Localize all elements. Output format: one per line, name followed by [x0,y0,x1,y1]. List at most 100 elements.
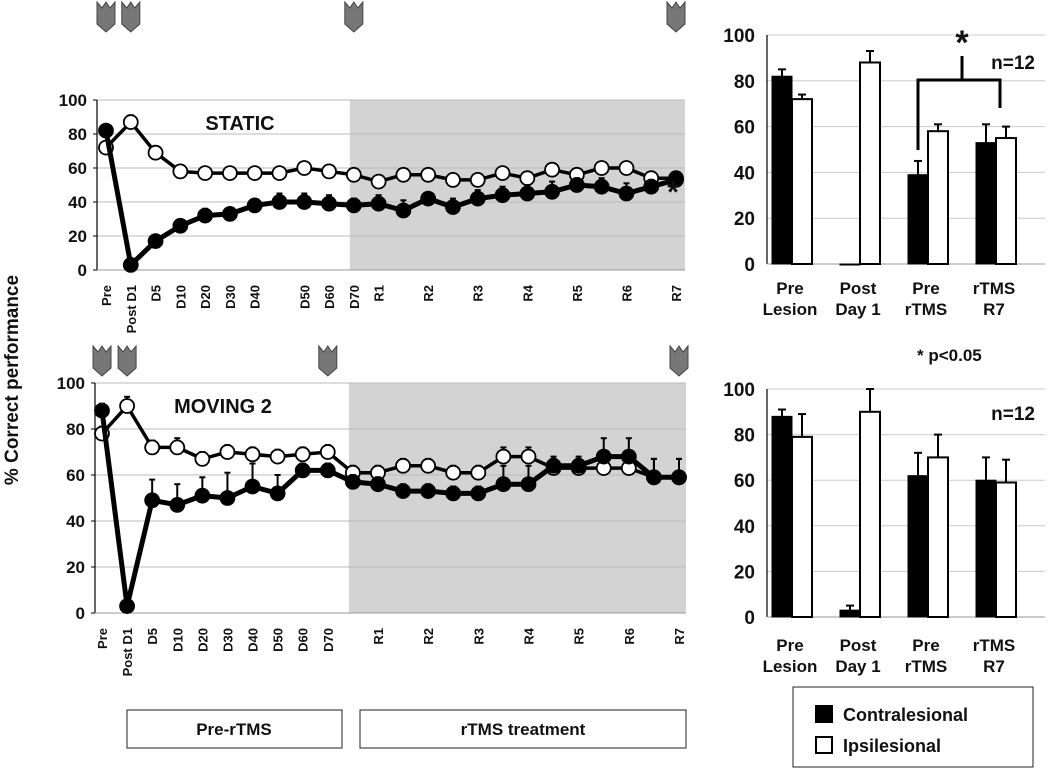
data-point [494,187,511,204]
x-tick-label: D40 [248,285,263,309]
x-tick-label: D30 [223,285,238,309]
rtms-shaded-region [349,100,685,270]
y-tick-label: 80 [66,420,85,439]
x-tick-label: Pre [99,285,114,306]
bar-ipsilesional [927,456,949,618]
data-point [294,446,311,463]
data-point [296,194,313,210]
data-point [194,487,211,504]
data-point [219,444,236,460]
data-point [646,469,662,486]
x-tick-label: R7 [672,628,687,645]
data-point [420,166,437,183]
data-point [445,199,461,216]
y-tick-label: 0 [744,608,755,629]
data-point [271,194,288,210]
data-point [194,450,211,467]
y-tick-label: 20 [734,209,755,230]
significance-note: * p<0.05 [917,346,982,365]
significance-bracket [916,56,1002,151]
category-label-line2: Day 1 [835,300,880,319]
legend-label-contralesional: Contralesional [843,705,968,725]
session-marker-icon [92,344,112,377]
x-tick-label: R7 [669,285,684,302]
category-label-line1: rTMS [973,636,1016,655]
x-tick-label: R6 [622,628,637,645]
bar-contralesional [839,609,861,618]
phase-box-rtms-treatment: rTMS treatment [359,709,687,749]
category-label-line2: Day 1 [835,657,880,676]
data-point [519,170,536,187]
data-point [593,160,610,176]
bar-chart-3: 0 20 40 60 80 100 Pre Lesion Post Day 1 Pre rTMS rTM… [723,380,1045,676]
data-point [147,144,164,161]
data-point [271,165,288,182]
data-point [169,496,186,513]
data-point [395,202,412,219]
data-point [144,439,161,456]
x-tick-label: D70 [347,285,362,309]
x-tick-label: D10 [173,285,188,309]
significance-star: * [667,176,679,209]
data-point [643,178,660,195]
y-tick-label: 20 [66,558,85,577]
data-point [668,171,684,188]
data-point [420,190,437,207]
data-point [119,598,135,614]
data-point [321,195,337,212]
data-point [568,177,585,193]
bar-ipsilesional [927,130,949,265]
data-point [395,483,411,500]
data-point [246,165,263,182]
x-tick-label: R1 [372,285,387,302]
data-point [172,217,189,234]
y-tick-label: 40 [66,512,85,531]
line-chart-1: 0 20 40 60 80 100 Pre Post D1 D5 D10 D20 D30 D40 D50 D… [57,344,689,676]
category-label-line1: Pre [776,279,803,298]
data-point [219,490,236,506]
y-tick-label: 0 [744,255,755,276]
data-point [420,483,437,500]
y-tick-label: 60 [734,118,755,139]
data-point [370,173,387,190]
data-point [618,160,635,176]
data-point [671,469,687,486]
x-tick-label: D30 [220,628,235,652]
legend-swatch-contralesional [815,705,833,723]
category-label-line1: rTMS [973,279,1016,298]
x-tick-label: R5 [570,285,585,302]
series-contralesional [98,122,684,273]
y-tick-label: 60 [66,466,85,485]
bar-contralesional [907,174,929,265]
data-point [98,122,114,139]
data-point [197,165,214,182]
data-point [172,163,189,180]
bar-ipsilesional [995,481,1017,619]
data-point [321,163,337,180]
x-tick-label: D10 [170,628,185,652]
data-point [495,476,512,493]
data-point [296,160,313,176]
data-point [618,185,635,202]
bar-ipsilesional [791,98,813,266]
category-label-line2: R7 [983,657,1005,676]
data-point [144,492,161,509]
data-point [94,402,110,419]
y-tick-label: 100 [59,91,87,110]
y-tick-label: 80 [734,426,755,447]
category-label-line1: Post [840,636,877,655]
data-point [269,448,286,465]
y-tick-label: 100 [723,26,755,47]
bar-ipsilesional [995,137,1017,265]
data-point [319,462,336,479]
y-tick-label: 60 [68,159,87,178]
x-tick-label: Pre [95,628,110,649]
x-tick-label: R3 [471,285,486,302]
x-tick-label: Post D1 [120,628,135,676]
x-tick-label: D60 [296,628,311,652]
x-tick-label: D20 [195,628,210,652]
data-point [246,197,263,214]
y-tick-label: 60 [734,471,755,492]
y-tick-label: 40 [68,193,87,212]
